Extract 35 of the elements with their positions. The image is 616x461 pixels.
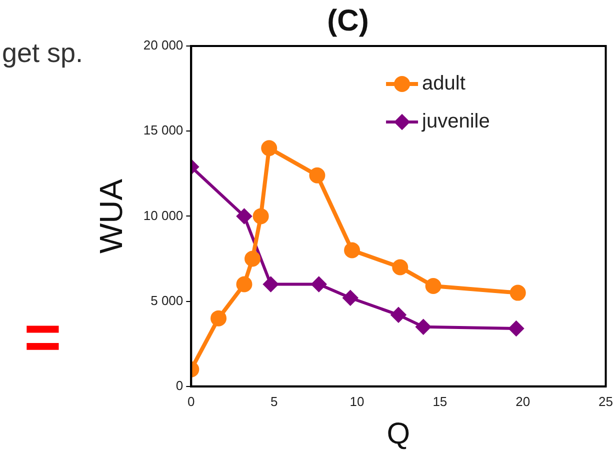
x-tick-label: 10 — [350, 394, 364, 409]
point — [309, 167, 326, 184]
point — [392, 259, 408, 276]
y-tick-label: 5 000 — [150, 292, 184, 308]
point — [236, 276, 252, 292]
text: = — [24, 300, 62, 374]
point — [508, 321, 524, 336]
chart-title: (C) — [327, 4, 369, 38]
legend-label: juvenile — [421, 110, 490, 133]
point — [244, 250, 261, 267]
y-tick-label: 0 — [176, 378, 184, 393]
x-tick-label: 20 — [516, 394, 530, 409]
x-tick-label: 5 — [270, 394, 278, 409]
x-tick-label: 0 — [188, 394, 195, 409]
point — [344, 242, 360, 258]
x-tick-label: 15 — [432, 394, 448, 409]
point — [236, 208, 252, 224]
y-tick-label: 20 000 — [143, 38, 184, 53]
y-tick-label: 15 000 — [143, 122, 184, 138]
point — [261, 140, 278, 156]
point — [263, 276, 278, 292]
x-axis-title: Q — [386, 417, 410, 450]
legend-label: adult — [422, 72, 466, 95]
y-axis-title: WUA — [93, 178, 130, 254]
y-tick-label: 10 000 — [143, 208, 184, 223]
point — [510, 284, 526, 301]
point — [210, 310, 227, 326]
point — [416, 319, 431, 334]
point — [342, 290, 358, 306]
x-tick-label: 25 — [598, 394, 614, 409]
point — [425, 278, 442, 294]
text: get sp. — [2, 38, 84, 69]
point — [390, 307, 406, 322]
point — [311, 276, 326, 292]
point — [252, 208, 269, 224]
